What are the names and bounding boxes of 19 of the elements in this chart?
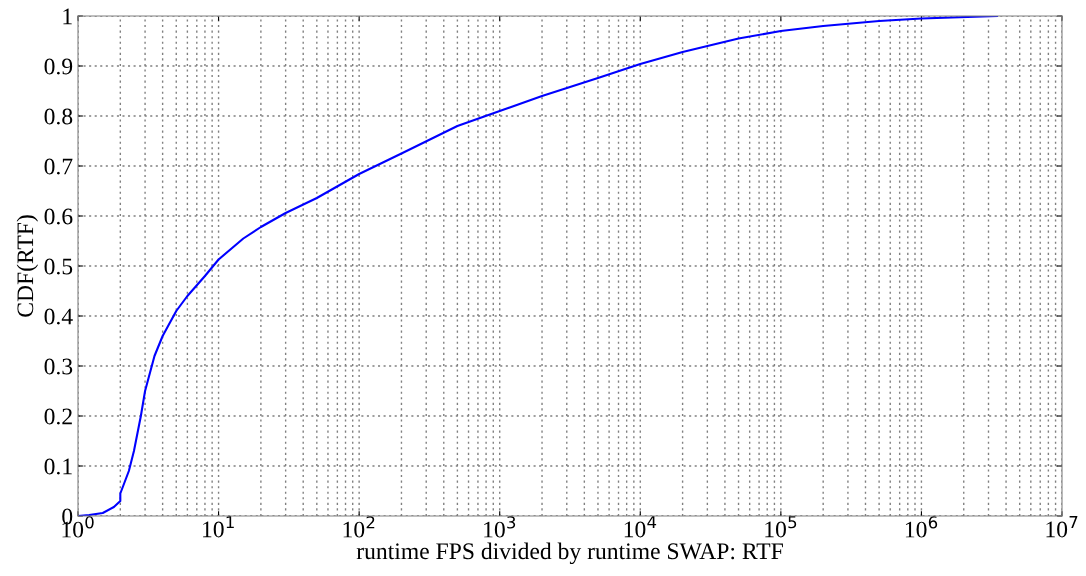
y-axis-title: CDF(RTF) (16, 215, 39, 317)
x-tick-label: 10$^{5}$ (765, 516, 797, 538)
x-tick-label: 10$^{7}$ (1046, 516, 1078, 538)
x-axis-title: runtime FPS divided by runtime SWAP: RTF (356, 542, 783, 565)
y-tick-label: 0.5 (44, 258, 73, 275)
y-tick-label: 0.8 (44, 108, 73, 125)
x-tick-label: 10$^{1}$ (203, 516, 234, 538)
y-tick-label: 0.1 (44, 458, 72, 475)
y-tick-label: 0.3 (44, 358, 73, 375)
y-tick-label: 0.7 (44, 158, 73, 175)
y-tick-label: 0.2 (44, 408, 72, 425)
x-tick-label: 10$^{6}$ (905, 516, 938, 538)
x-tick-label: 10$^{2}$ (343, 516, 375, 538)
y-tick-label: 0.6 (44, 208, 73, 225)
y-tick-label: 0.9 (44, 58, 73, 75)
y-tick-label: 1 (63, 8, 72, 25)
x-tick-label: 10$^{3}$ (484, 516, 516, 538)
x-tick-label: 10$^{4}$ (624, 516, 657, 538)
y-tick-label: 0.4 (44, 308, 73, 325)
